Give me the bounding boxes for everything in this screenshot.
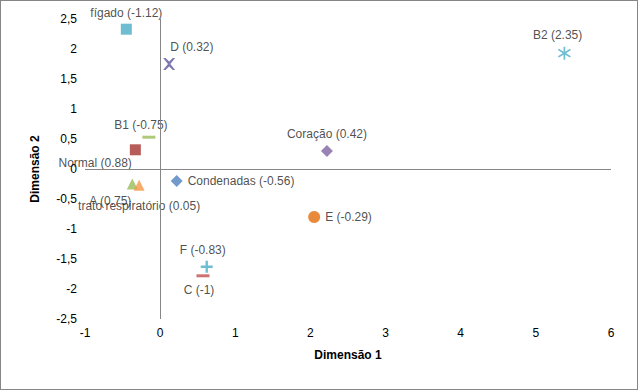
svg-text:Condenadas (-0.56): Condenadas (-0.56) bbox=[188, 174, 295, 188]
svg-text:6: 6 bbox=[608, 326, 615, 340]
svg-text:B1 (-0.75): B1 (-0.75) bbox=[114, 118, 167, 132]
svg-text:-2,5: -2,5 bbox=[56, 312, 77, 326]
svg-text:B2 (2.35): B2 (2.35) bbox=[533, 28, 582, 42]
svg-text:1: 1 bbox=[232, 326, 239, 340]
svg-text:-0,5: -0,5 bbox=[56, 192, 77, 206]
svg-text:Coração (0.42): Coração (0.42) bbox=[287, 127, 367, 141]
svg-text:C (-1): C (-1) bbox=[184, 283, 215, 297]
svg-text:2: 2 bbox=[307, 326, 314, 340]
svg-text:-1: -1 bbox=[66, 222, 77, 236]
svg-text:trato respiratório (0.05): trato respiratório (0.05) bbox=[78, 199, 200, 213]
svg-text:E (-0.29): E (-0.29) bbox=[325, 210, 372, 224]
svg-text:Dimensão 1: Dimensão 1 bbox=[314, 348, 382, 362]
svg-text:2,5: 2,5 bbox=[60, 12, 77, 26]
svg-text:Dimensão 2: Dimensão 2 bbox=[28, 135, 42, 203]
svg-text:5: 5 bbox=[533, 326, 540, 340]
svg-text:fígado (-1.12): fígado (-1.12) bbox=[90, 6, 162, 20]
svg-text:D (0.32): D (0.32) bbox=[170, 40, 213, 54]
svg-text:1: 1 bbox=[70, 102, 77, 116]
svg-text:0,5: 0,5 bbox=[60, 132, 77, 146]
svg-text:2: 2 bbox=[70, 42, 77, 56]
svg-text:1,5: 1,5 bbox=[60, 72, 77, 86]
svg-text:4: 4 bbox=[457, 326, 464, 340]
svg-text:3: 3 bbox=[382, 326, 389, 340]
svg-text:-1: -1 bbox=[80, 326, 91, 340]
svg-text:-1,5: -1,5 bbox=[56, 252, 77, 266]
svg-text:0: 0 bbox=[157, 326, 164, 340]
svg-text:Normal (0.88): Normal (0.88) bbox=[58, 156, 131, 170]
svg-text:F (-0.83): F (-0.83) bbox=[180, 243, 226, 257]
svg-text:-2: -2 bbox=[66, 282, 77, 296]
